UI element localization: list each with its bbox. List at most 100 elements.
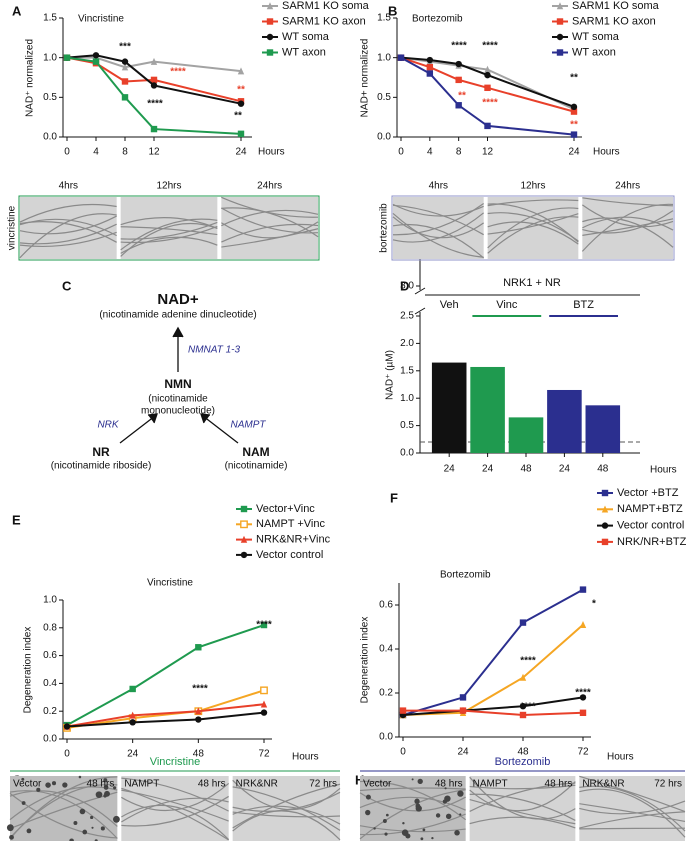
y-tick-label: 0.2 (379, 688, 393, 699)
neurite (581, 203, 674, 252)
x-tick-label: 4 (93, 147, 99, 158)
significance: **** (482, 41, 498, 52)
legend-marker (266, 18, 274, 25)
neurite (232, 786, 341, 831)
image-frame (391, 195, 675, 261)
enzyme: NMNAT 1-3 (188, 345, 240, 356)
data-point (121, 58, 129, 65)
image-time: 48 hrs (87, 779, 115, 790)
x-tick-label: 72 (577, 747, 589, 758)
legend-label: WT axon (282, 46, 326, 58)
data-point (455, 60, 462, 68)
node-sub: (nicotinamide riboside) (51, 461, 152, 472)
data-point (426, 63, 434, 71)
data-point (92, 52, 100, 59)
neurite (582, 218, 674, 236)
x-tick-label: 48 (520, 464, 532, 475)
x-tick-label: 0 (400, 747, 406, 758)
panel-label: B (388, 3, 397, 18)
neurite (121, 797, 229, 823)
significance: **** (170, 67, 186, 78)
legend-marker (240, 520, 248, 529)
data-point (484, 84, 491, 92)
neurite (221, 207, 319, 238)
y-axis-label: Degeneration index (23, 627, 34, 714)
significance: ** (458, 91, 466, 102)
y-tick-label: 1.0 (400, 393, 414, 404)
data-point (399, 707, 407, 714)
chart-title: Vincristine (78, 14, 124, 25)
data-point (519, 703, 527, 710)
neurite (121, 804, 230, 841)
x-tick-label: 48 (597, 464, 609, 475)
neurite (19, 203, 117, 223)
debris (385, 813, 389, 817)
significance: ** (234, 111, 242, 122)
neurite (121, 795, 229, 827)
neurite (582, 217, 674, 248)
debris (420, 837, 424, 841)
y-tick-label: 0.2 (43, 706, 57, 717)
image-time: 24hrs (257, 181, 282, 192)
significance: **** (482, 98, 498, 109)
data-point (579, 621, 587, 628)
y-tick-label: 1.5 (377, 13, 391, 24)
legend-label: Vector+Vinc (256, 503, 315, 515)
neurite (469, 776, 576, 820)
neurite (120, 217, 218, 229)
neurite (9, 783, 118, 839)
y-tick-label: 0.6 (43, 650, 57, 661)
series-line (66, 703, 265, 728)
y-tick-label: 1.0 (43, 52, 57, 63)
data-point (570, 103, 578, 111)
panel-label: A (12, 3, 22, 18)
group-label: BTZ (573, 299, 594, 311)
neurite (232, 810, 341, 841)
group-label: Veh (440, 299, 459, 311)
neurite (121, 789, 229, 822)
debris (91, 826, 94, 829)
debris (113, 786, 117, 790)
data-point (484, 65, 491, 73)
debris (103, 794, 107, 798)
y-tick-label: 1.0 (377, 52, 391, 63)
neurite (487, 199, 579, 207)
significance: * (592, 599, 596, 610)
debris (21, 777, 25, 781)
node-sub: mononucleotide) (141, 406, 215, 417)
data-point (455, 76, 462, 84)
debris (95, 791, 103, 799)
data-point (63, 54, 71, 61)
x-tick-label: 24 (444, 464, 456, 475)
debris (417, 778, 423, 785)
x-tick-label: 72 (258, 749, 270, 760)
y-axis-label: NAD⁺ (µM) (385, 350, 396, 400)
image-time: 4hrs (429, 181, 448, 192)
neurite (392, 223, 485, 259)
series-line (66, 689, 265, 729)
neurite (392, 212, 484, 258)
image-label: NAMPT (124, 779, 159, 790)
neurite (487, 212, 579, 242)
node-sub: (nicotinamide adenine dinucleotide) (99, 310, 256, 321)
significance: *** (119, 42, 131, 53)
legend-label: Vector +BTZ (617, 487, 679, 499)
neurite (392, 204, 484, 236)
data-point (121, 78, 129, 85)
neurite (579, 775, 686, 813)
image-title: Bortezomib (495, 756, 551, 768)
data-point (150, 76, 158, 84)
x-axis-label: Hours (258, 147, 285, 158)
data-point (570, 108, 578, 115)
neurite (359, 825, 466, 833)
debris (442, 799, 448, 804)
image-label: NAMPT (473, 779, 508, 790)
node-sub: (nicotinamide) (225, 461, 288, 472)
series-line (66, 624, 265, 726)
micrograph (581, 197, 674, 259)
node-sub: (nicotinamide (148, 394, 208, 405)
y-tick-label: 2.0 (400, 338, 414, 349)
neurite (359, 780, 467, 821)
neurite (487, 216, 579, 254)
significance: ** (570, 120, 578, 131)
